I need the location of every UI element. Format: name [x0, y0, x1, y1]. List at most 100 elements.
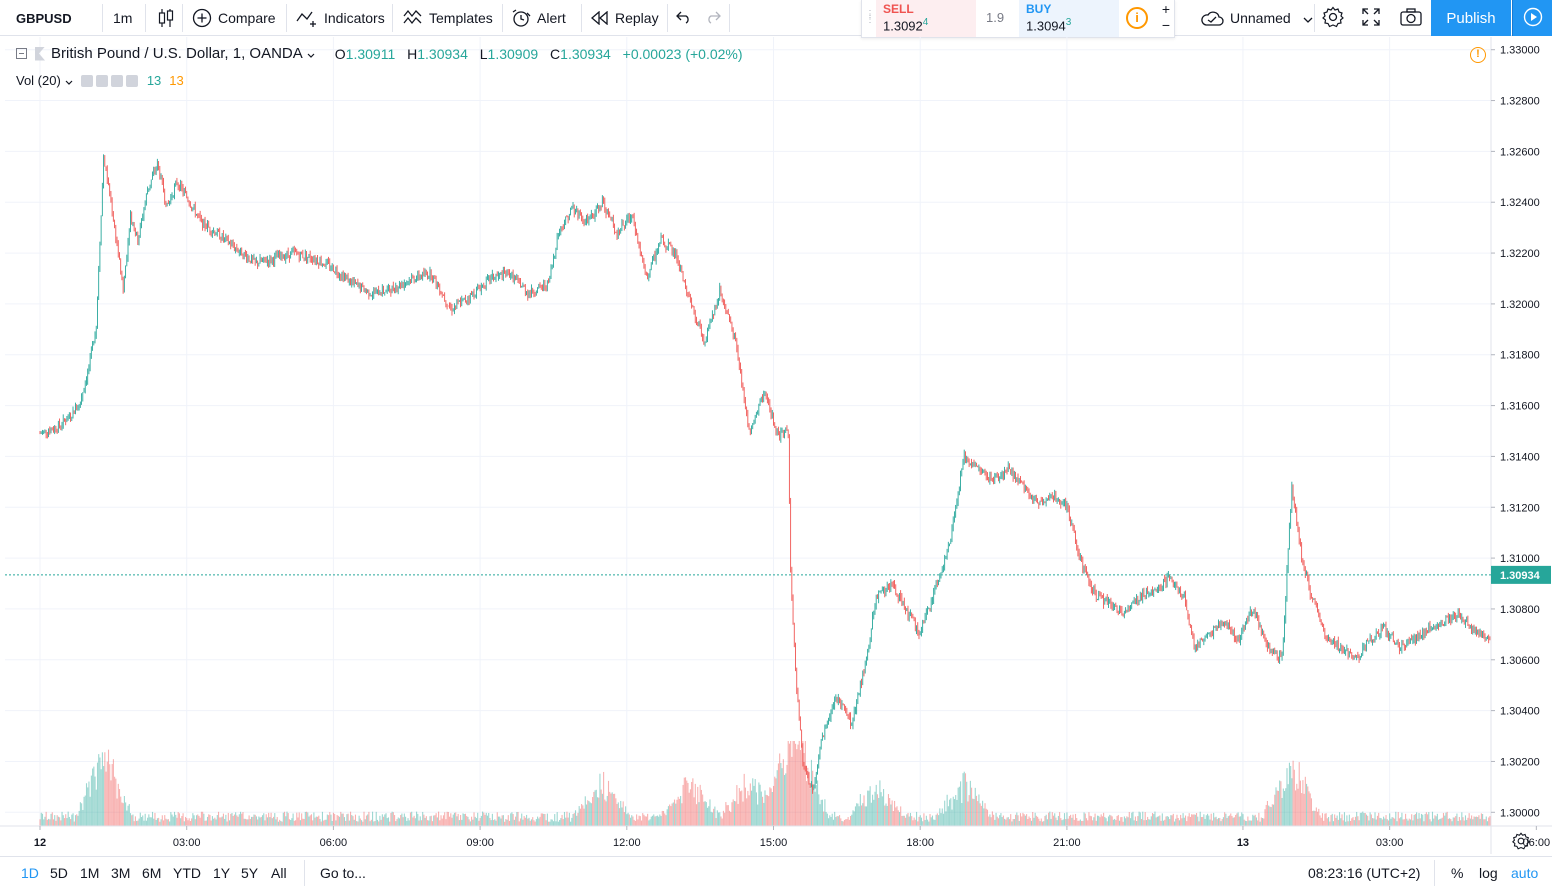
volume-bar [206, 816, 209, 826]
volume-bar [112, 759, 114, 826]
chevron-down-icon[interactable] [307, 45, 315, 62]
volume-bar [714, 806, 716, 826]
volume-bar [582, 805, 584, 826]
volume-bar [1324, 813, 1326, 826]
volume-bar [508, 820, 511, 826]
range-1y-button[interactable]: 1Y [213, 865, 231, 881]
volume-bar [178, 813, 180, 826]
volume-bar [779, 753, 781, 826]
chart-pane[interactable]: 1.33000 1.32800 1.32600 1.32400 1.32200 1.320… [0, 37, 1552, 854]
volume-bar [785, 773, 787, 826]
indicators-button[interactable]: Indicators [296, 0, 385, 36]
publish-label: Publish [1446, 9, 1496, 27]
range-1d-button[interactable]: 1D [21, 865, 39, 881]
volume-bar [1395, 811, 1397, 826]
eye-icon[interactable] [80, 74, 93, 87]
volume-bar [717, 812, 720, 826]
volume-bar [837, 816, 839, 826]
time-axis[interactable]: 12 03:00 06:00 09:00 12:00 15:00 18:00 21:00 13 0… [0, 825, 1552, 849]
price-axis[interactable]: 1.33000 1.32800 1.32600 1.32400 1.32200 1.320… [1490, 37, 1552, 854]
drag-handle-icon[interactable]: ⋮ ⋮ [865, 9, 875, 25]
range-6m-button[interactable]: 6M [142, 865, 162, 881]
interval-button[interactable]: 1m [113, 0, 132, 36]
range-5y-button[interactable]: 5Y [241, 865, 259, 881]
volume-bar [239, 811, 242, 826]
chevron-down-icon[interactable] [65, 73, 73, 88]
fullscreen-button[interactable] [1362, 0, 1380, 36]
range-all-button[interactable]: All [271, 865, 287, 881]
symbol-search-button[interactable]: GBPUSD [16, 0, 72, 36]
volume-bar [741, 790, 743, 826]
volume-bar [1362, 811, 1364, 826]
range-5d-button[interactable]: 5D [50, 865, 68, 881]
compare-button[interactable]: Compare [192, 0, 276, 36]
publish-button[interactable]: Publish [1431, 0, 1511, 36]
volume-bar [372, 811, 374, 826]
percent-scale-toggle[interactable]: % [1451, 865, 1464, 881]
volume-bar [623, 812, 625, 826]
volume-bar [319, 818, 321, 826]
volume-bar [227, 812, 229, 826]
flag-icon [35, 46, 45, 61]
volume-bar [318, 815, 320, 826]
chart-type-button[interactable] [157, 0, 181, 36]
axis-settings-gear-icon[interactable] [1512, 832, 1530, 853]
sell-button[interactable]: SELL 1.30924 [876, 0, 976, 37]
play-button[interactable] [1512, 0, 1552, 36]
price-tick-label: 1.30600 [1500, 655, 1540, 667]
collapse-legend-icon[interactable] [16, 48, 27, 59]
volume-bar [299, 820, 301, 826]
volume-bar [373, 821, 375, 826]
range-1m-button[interactable]: 1M [80, 865, 100, 881]
snapshot-button[interactable] [1400, 0, 1422, 36]
settings-icon[interactable] [95, 74, 108, 87]
info-icon[interactable]: i [1126, 7, 1148, 29]
volume-bar [978, 794, 980, 826]
buy-button[interactable]: BUY 1.30943 [1019, 0, 1119, 37]
range-3m-button[interactable]: 3M [111, 865, 131, 881]
sell-price-pipette: 4 [922, 17, 929, 28]
volume-bar [933, 819, 935, 826]
volume-bar [1057, 815, 1059, 826]
exclamation-icon[interactable]: ! [1470, 47, 1486, 63]
volume-indicator-label[interactable]: Vol (20) [16, 73, 61, 88]
volume-bar [1128, 812, 1130, 826]
replay-button[interactable]: Replay [591, 0, 659, 36]
clock-timezone[interactable]: 08:23:16 (UTC+2) [1308, 865, 1421, 881]
alert-button[interactable]: Alert [511, 0, 566, 36]
volume-bar [467, 816, 469, 826]
more-icon[interactable] [110, 74, 123, 87]
goto-date-button[interactable]: Go to... [320, 865, 366, 881]
settings-button[interactable] [1322, 0, 1344, 36]
volume-bar [1346, 815, 1348, 826]
volume-bar [786, 764, 788, 826]
auto-scale-toggle[interactable]: auto [1511, 865, 1539, 881]
layout-button[interactable]: Unnamed [1200, 0, 1313, 36]
volume-bar [559, 819, 561, 826]
volume-bar [824, 799, 826, 826]
volume-bar [177, 812, 179, 826]
close-icon[interactable] [125, 74, 138, 87]
plus-icon[interactable]: + [1161, 1, 1171, 17]
price-chart[interactable]: 1.33000 1.32800 1.32600 1.32400 1.32200 1.320… [0, 37, 1552, 854]
volume-bar [260, 816, 262, 826]
volume-bar [953, 799, 956, 826]
volume-bar [1451, 821, 1453, 826]
minus-icon[interactable]: − [1161, 17, 1171, 33]
log-scale-toggle[interactable]: log [1479, 865, 1498, 881]
volume-bar [516, 812, 518, 826]
undo-button[interactable] [676, 0, 692, 36]
templates-button[interactable]: Templates [403, 0, 493, 36]
volume-bar [385, 813, 387, 826]
volume-bar [1302, 780, 1304, 826]
time-tick-label: 03:00 [173, 837, 201, 849]
volume-bar [458, 820, 460, 826]
volume-bar [1258, 812, 1260, 826]
volume-bar [359, 818, 361, 826]
symbol-title[interactable]: British Pound / U.S. Dollar, 1, OANDA [51, 45, 303, 62]
redo-button[interactable] [705, 0, 721, 36]
range-ytd-button[interactable]: YTD [173, 865, 201, 881]
volume-bar [1154, 811, 1156, 826]
alarm-clock-icon [511, 8, 531, 28]
templates-label: Templates [429, 10, 493, 26]
